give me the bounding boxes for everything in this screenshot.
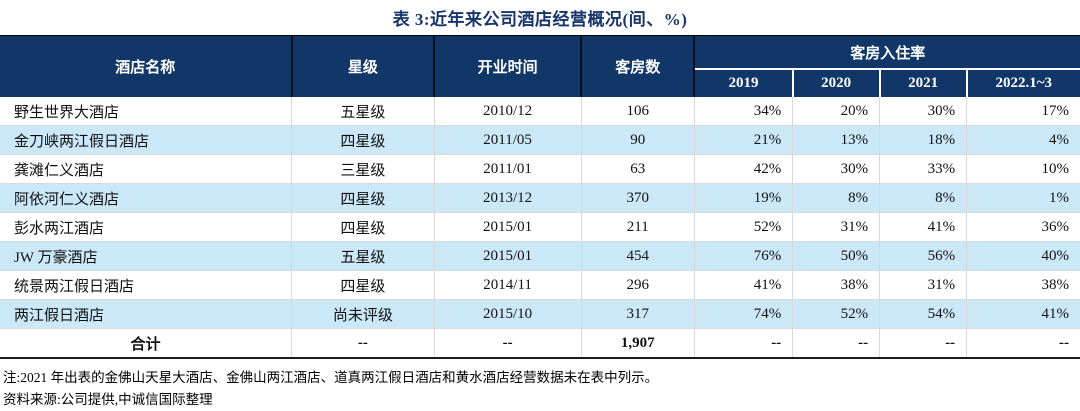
occupancy-cell-2021: 54%	[879, 299, 967, 329]
occupancy-cell-2020: 13%	[792, 125, 880, 155]
opening-date-cell: 2010/12	[433, 97, 582, 126]
star-rating-cell: 尚未评级	[291, 299, 435, 329]
col-header-year-2020: 2020	[791, 68, 880, 97]
occupancy-cell-2019: 76%	[693, 241, 793, 271]
occupancy-cell-2019: 74%	[693, 299, 793, 329]
total-star-cell: --	[291, 328, 435, 358]
occupancy-cell-2020: 20%	[792, 97, 880, 126]
footnotes: 注:2021 年出表的金佛山天星大酒店、金佛山两江酒店、道真两江假日酒店和黄水酒…	[0, 367, 1080, 411]
opening-date-cell: 2013/12	[433, 183, 582, 213]
total-rooms-cell: 1,907	[580, 328, 695, 358]
hotel-name-cell: 彭水两江酒店	[0, 212, 292, 242]
opening-date-cell: 2015/10	[433, 299, 582, 329]
occupancy-cell-2019: 41%	[693, 270, 793, 300]
table-body: 野生世界大酒店 五星级 2010/12 106 34% 20% 30% 17% 金刀峡两江假日酒…	[0, 97, 1080, 358]
hotel-operations-table: 酒店名称 星级 开业时间 客房数 客房入住率 2019 2020 2021 20…	[0, 35, 1080, 359]
hotel-name-cell: JW 万豪酒店	[0, 241, 292, 271]
table-row: 龚滩仁义酒店 三星级 2011/01 63 42% 30% 33% 10%	[0, 154, 1080, 184]
table-title: 表 3:近年来公司酒店经营概况(间、%)	[392, 10, 688, 29]
star-rating-cell: 四星级	[291, 212, 435, 242]
hotel-name-cell: 龚滩仁义酒店	[0, 154, 292, 184]
star-rating-cell: 四星级	[291, 125, 435, 155]
occupancy-cell-2022.1~3: 36%	[966, 212, 1080, 242]
room-count-cell: 317	[580, 299, 695, 329]
occupancy-cell-2019: 19%	[693, 183, 793, 213]
col-header-occupancy-group: 客房入住率	[693, 35, 1080, 69]
occupancy-cell-2022.1~3: 10%	[966, 154, 1080, 184]
occupancy-cell-2022.1~3: 17%	[966, 97, 1080, 126]
table-row: 阿依河仁义酒店 四星级 2013/12 370 19% 8% 8% 1%	[0, 183, 1080, 213]
occupancy-cell-2020: 31%	[792, 212, 880, 242]
table-row: 野生世界大酒店 五星级 2010/12 106 34% 20% 30% 17%	[0, 97, 1080, 126]
occupancy-cell-2020: 52%	[792, 299, 880, 329]
hotel-name-cell: 阿依河仁义酒店	[0, 183, 292, 213]
room-count-cell: 296	[580, 270, 695, 300]
occupancy-cell-2021: 56%	[879, 241, 967, 271]
room-count-cell: 211	[580, 212, 695, 242]
table-row: JW 万豪酒店 五星级 2015/01 454 76% 50% 56% 40%	[0, 241, 1080, 271]
room-count-cell: 106	[580, 97, 695, 126]
col-header-star-rating: 星级	[290, 35, 435, 97]
room-count-cell: 370	[580, 183, 695, 213]
occupancy-cell-2021: 8%	[879, 183, 967, 213]
occupancy-cell-2022.1~3: 4%	[966, 125, 1080, 155]
star-rating-cell: 五星级	[291, 97, 435, 126]
star-rating-cell: 四星级	[291, 183, 435, 213]
occupancy-cell-2019: 42%	[693, 154, 793, 184]
occupancy-cell-2020: 8%	[792, 183, 880, 213]
total-occupancy-cell-2020: --	[792, 328, 880, 358]
room-count-cell: 63	[580, 154, 695, 184]
occupancy-cell-2021: 30%	[879, 97, 967, 126]
occupancy-cell-2022.1~3: 41%	[966, 299, 1080, 329]
occupancy-cell-2021: 41%	[879, 212, 967, 242]
occupancy-cell-2020: 50%	[792, 241, 880, 271]
room-count-cell: 90	[580, 125, 695, 155]
hotel-name-cell: 两江假日酒店	[0, 299, 292, 329]
col-header-room-count: 客房数	[580, 35, 695, 97]
total-occupancy-cell-2021: --	[879, 328, 967, 358]
occupancy-cell-2019: 52%	[693, 212, 793, 242]
hotel-name-cell: 野生世界大酒店	[0, 97, 292, 126]
hotel-name-cell: 金刀峡两江假日酒店	[0, 125, 292, 155]
occupancy-cell-2020: 30%	[792, 154, 880, 184]
opening-date-cell: 2011/01	[433, 154, 582, 184]
col-header-year-2021: 2021	[878, 68, 967, 97]
star-rating-cell: 三星级	[291, 154, 435, 184]
occupancy-cell-2022.1~3: 38%	[966, 270, 1080, 300]
col-header-year-2022: 2022.1~3	[965, 68, 1080, 97]
opening-date-cell: 2015/01	[433, 241, 582, 271]
occupancy-cell-2019: 34%	[693, 97, 793, 126]
occupancy-cell-2021: 33%	[879, 154, 967, 184]
data-source: 资料来源:公司提供,中诚信国际整理	[3, 392, 213, 407]
total-row: 合计 -- -- 1,907 -- -- -- --	[0, 328, 1080, 358]
table-row: 金刀峡两江假日酒店 四星级 2011/05 90 21% 13% 18% 4%	[0, 125, 1080, 155]
col-header-opening-date: 开业时间	[433, 35, 582, 97]
occupancy-cell-2020: 38%	[792, 270, 880, 300]
table-header: 酒店名称 星级 开业时间 客房数 客房入住率 2019 2020 2021 20…	[0, 35, 1080, 97]
occupancy-cell-2021: 31%	[879, 270, 967, 300]
table-row: 两江假日酒店 尚未评级 2015/10 317 74% 52% 54% 41%	[0, 299, 1080, 329]
total-occupancy-cell-2022.1~3: --	[966, 328, 1080, 358]
opening-date-cell: 2014/11	[433, 270, 582, 300]
total-label-cell: 合计	[0, 328, 292, 358]
hotel-name-cell: 统景两江假日酒店	[0, 270, 292, 300]
star-rating-cell: 四星级	[291, 270, 435, 300]
occupancy-cell-2022.1~3: 40%	[966, 241, 1080, 271]
col-header-hotel-name: 酒店名称	[0, 35, 292, 97]
occupancy-cell-2021: 18%	[879, 125, 967, 155]
col-header-year-2019: 2019	[693, 68, 793, 97]
occupancy-cell-2019: 21%	[693, 125, 793, 155]
room-count-cell: 454	[580, 241, 695, 271]
total-occupancy-cell-2019: --	[693, 328, 793, 358]
occupancy-cell-2022.1~3: 1%	[966, 183, 1080, 213]
total-open-cell: --	[433, 328, 582, 358]
table-note: 注:2021 年出表的金佛山天星大酒店、金佛山两江酒店、道真两江假日酒店和黄水酒…	[3, 370, 659, 385]
star-rating-cell: 五星级	[291, 241, 435, 271]
table-row: 统景两江假日酒店 四星级 2014/11 296 41% 38% 31% 38%	[0, 270, 1080, 300]
opening-date-cell: 2011/05	[433, 125, 582, 155]
opening-date-cell: 2015/01	[433, 212, 582, 242]
table-row: 彭水两江酒店 四星级 2015/01 211 52% 31% 41% 36%	[0, 212, 1080, 242]
